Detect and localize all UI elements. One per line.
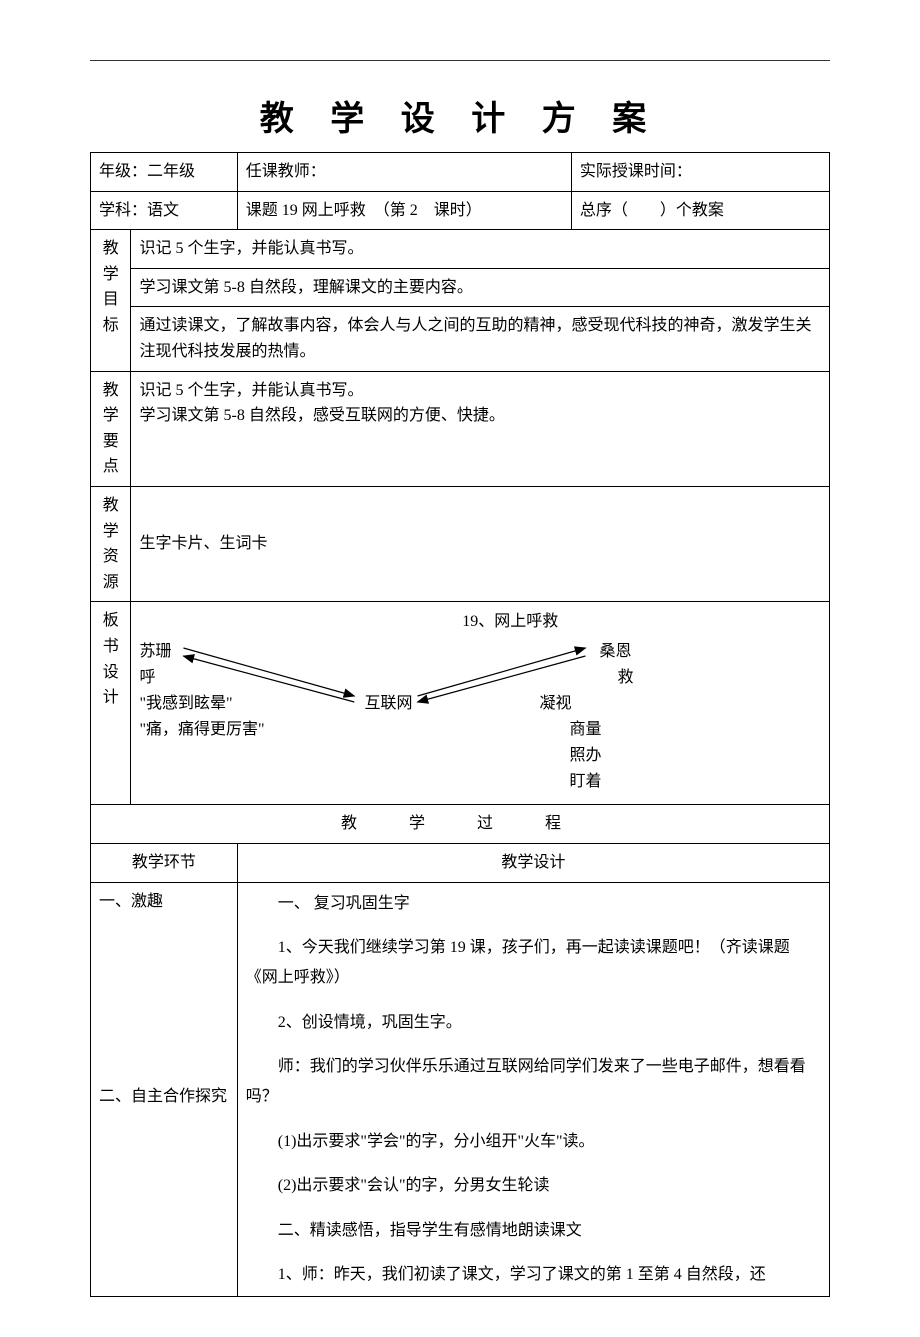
board-arrows xyxy=(139,608,821,798)
teacher-cell: 任课教师： xyxy=(237,153,571,192)
board-center-node: 互联网 xyxy=(364,690,412,717)
actual-time-cell: 实际授课时间： xyxy=(571,153,829,192)
header-row-1: 年级：二年级 任课教师： 实际授课时间： xyxy=(91,153,830,192)
keypoints-cell: 识记 5 个生字，并能认真书写。 学习课文第 5-8 自然段，感受互联网的方便、… xyxy=(131,371,830,486)
goals-row-1: 教学目标 识记 5 个生字，并能认真书写。 xyxy=(91,230,830,269)
grade-cell: 年级：二年级 xyxy=(91,153,238,192)
seq-cell: 总序（ ）个教案 xyxy=(571,191,829,230)
board-right-name: 桑恩 xyxy=(599,638,631,665)
process-header-row: 教 学 过 程 xyxy=(91,805,830,844)
board-diagram: 19、网上呼救 苏珊 呼 "我感到眩晕" "痛，痛得更厉害" 互联网 桑恩 救 … xyxy=(139,608,821,798)
top-rule xyxy=(90,60,830,61)
process-cols-row: 教学环节 教学设计 xyxy=(91,843,830,882)
header-row-2: 学科：语文 课题 19 网上呼救 （第 2 课时） 总序（ ）个教案 xyxy=(91,191,830,230)
board-cell: 19、网上呼救 苏珊 呼 "我感到眩晕" "痛，痛得更厉害" 互联网 桑恩 救 … xyxy=(131,602,830,805)
grade-label: 年级： xyxy=(99,163,147,180)
doc-title: 教 学 设 计 方 案 xyxy=(90,91,830,140)
design-line-4: (1)出示要求"学会"的字，分小组开"火车"读。 xyxy=(246,1127,821,1157)
board-right-word-3: 照办 xyxy=(569,742,601,769)
board-left-word: 呼 xyxy=(139,664,155,691)
design-line-7: 1、师：昨天，我们初读了课文，学习了课文的第 1 至第 4 自然段，还 xyxy=(246,1260,821,1290)
design-cell: 一、 复习巩固生字 1、今天我们继续学习第 19 课，孩子们，再一起读读课题吧！… xyxy=(237,882,829,1297)
board-left-quote1: "我感到眩晕" xyxy=(139,690,232,717)
resources-cell: 生字卡片、生词卡 xyxy=(131,486,830,601)
goal-2: 学习课文第 5-8 自然段，理解课文的主要内容。 xyxy=(131,268,830,307)
subject-value: 语文 xyxy=(147,202,179,219)
board-title: 19、网上呼救 xyxy=(199,608,821,635)
topic-cell: 课题 19 网上呼救 （第 2 课时） xyxy=(237,191,571,230)
board-row: 板书设计 19、网上呼救 苏珊 呼 "我感到眩晕" "痛，痛得更厉害" 互联网 … xyxy=(91,602,830,805)
goal-3: 通过读课文，了解故事内容，体会人与人之间的互助的精神，感受现代科技的神奇，激发学… xyxy=(131,307,830,371)
design-line-1: 1、今天我们继续学习第 19 课，孩子们，再一起读读课题吧！（齐读课题《网上呼救… xyxy=(246,933,821,994)
keypoints-label: 教学要点 xyxy=(91,371,131,486)
board-right-word-1: 凝视 xyxy=(539,690,571,717)
keypoint-2: 学习课文第 5-8 自然段，感受互联网的方便、快捷。 xyxy=(139,403,821,429)
subject-label: 学科： xyxy=(99,202,147,219)
main-table: 年级：二年级 任课教师： 实际授课时间： 学科：语文 课题 19 网上呼救 （第… xyxy=(90,152,830,1297)
goals-label: 教学目标 xyxy=(91,230,131,371)
board-left-name: 苏珊 xyxy=(139,638,171,665)
goal-1: 识记 5 个生字，并能认真书写。 xyxy=(131,230,830,269)
board-label: 板书设计 xyxy=(91,602,131,805)
board-right-word-0: 救 xyxy=(617,664,633,691)
design-line-0: 一、 复习巩固生字 xyxy=(246,889,821,919)
subject-cell: 学科：语文 xyxy=(91,191,238,230)
resources-row: 教学资源 生字卡片、生词卡 xyxy=(91,486,830,601)
board-left-quote2: "痛，痛得更厉害" xyxy=(139,716,264,743)
design-line-6: 二、精读感悟，指导学生有感情地朗读课文 xyxy=(246,1216,821,1246)
col-design: 教学设计 xyxy=(237,843,829,882)
segment-2: 二、自主合作探究 xyxy=(99,1084,229,1110)
keypoint-1: 识记 5 个生字，并能认真书写。 xyxy=(139,378,821,404)
design-line-5: (2)出示要求"会认"的字，分男女生轮读 xyxy=(246,1171,821,1201)
page-root: 教 学 设 计 方 案 年级：二年级 任课教师： 实际授课时间： 学科：语文 xyxy=(0,0,920,1337)
keypoints-row: 教学要点 识记 5 个生字，并能认真书写。 学习课文第 5-8 自然段，感受互联… xyxy=(91,371,830,486)
design-line-2: 2、创设情境，巩固生字。 xyxy=(246,1008,821,1038)
board-right-word-2: 商量 xyxy=(569,716,601,743)
process-body-row: 一、激趣 二、自主合作探究 一、 复习巩固生字 1、今天我们继续学习第 19 课… xyxy=(91,882,830,1297)
segment-1: 一、激趣 xyxy=(99,889,229,915)
design-line-3: 师：我们的学习伙伴乐乐通过互联网给同学们发来了一些电子邮件，想看看吗？ xyxy=(246,1052,821,1113)
process-header: 教 学 过 程 xyxy=(91,805,830,844)
teacher-label: 任课教师： xyxy=(246,163,326,180)
resources-label: 教学资源 xyxy=(91,486,131,601)
actual-time-label: 实际授课时间： xyxy=(580,163,692,180)
grade-value: 二年级 xyxy=(147,163,195,180)
goals-row-3: 通过读课文，了解故事内容，体会人与人之间的互助的精神，感受现代科技的神奇，激发学… xyxy=(91,307,830,371)
segments-cell: 一、激趣 二、自主合作探究 xyxy=(91,882,238,1297)
board-right-word-4: 盯着 xyxy=(569,768,601,795)
col-segment: 教学环节 xyxy=(91,843,238,882)
goals-row-2: 学习课文第 5-8 自然段，理解课文的主要内容。 xyxy=(91,268,830,307)
